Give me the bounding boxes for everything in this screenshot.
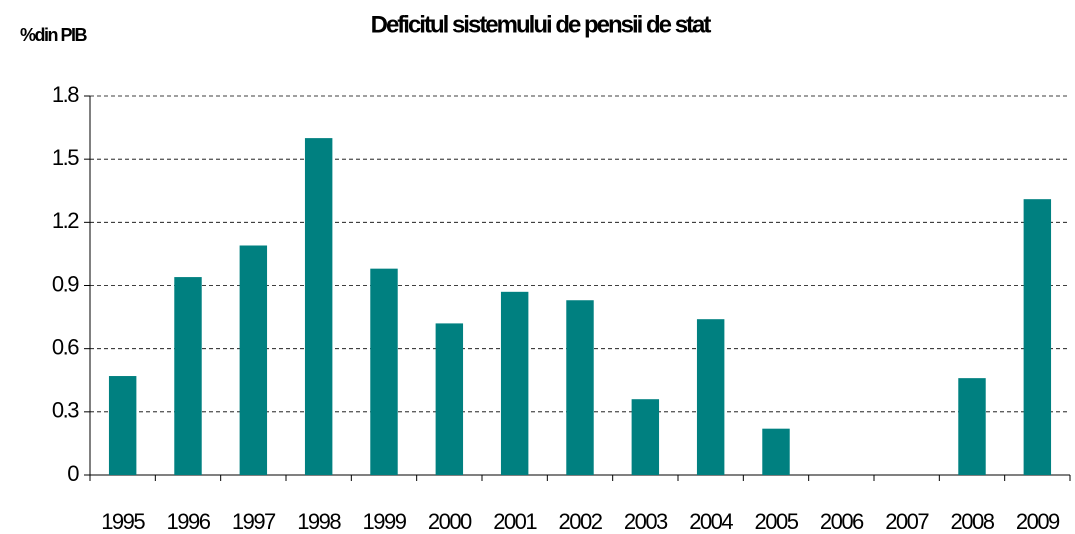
- x-tick-label: 1998: [297, 509, 341, 534]
- y-tick-label: 0: [67, 461, 79, 486]
- x-tick-label: 1997: [232, 509, 276, 534]
- chart-title: Deficitul sistemului de pensii de stat: [371, 11, 712, 38]
- bar: [762, 428, 790, 475]
- x-tick-label: 2009: [1016, 509, 1060, 534]
- x-tick-label: 2002: [559, 509, 603, 534]
- bar: [500, 291, 529, 475]
- x-tick-label: 2000: [428, 509, 472, 534]
- bar: [696, 319, 725, 475]
- y-tick-label: 0.3: [52, 398, 79, 423]
- bar: [370, 268, 398, 475]
- x-tick-label: 2001: [493, 509, 537, 534]
- y-tick-label: 0.9: [52, 271, 79, 296]
- bar: [108, 376, 137, 475]
- bar: [239, 245, 268, 475]
- x-tick-label: 1999: [363, 509, 407, 534]
- bar: [1023, 199, 1052, 475]
- x-tick-label: 2006: [820, 509, 864, 534]
- x-tick-label: 2005: [755, 509, 799, 534]
- bar: [958, 378, 986, 475]
- x-tick-label: 2003: [624, 509, 668, 534]
- bar: [304, 138, 333, 475]
- bar: [435, 323, 464, 475]
- x-tick-label: 2007: [885, 509, 929, 534]
- bar: [174, 277, 202, 475]
- y-axis-label: %din PIB: [20, 25, 88, 45]
- x-tick-label: 1995: [101, 509, 145, 534]
- bar: [631, 399, 660, 475]
- x-tick-label: 1996: [167, 509, 211, 534]
- y-tick-label: 0.6: [52, 334, 79, 359]
- y-tick-label: 1.5: [52, 145, 79, 170]
- y-tick-label: 1.8: [52, 82, 79, 107]
- x-tick-label: 2004: [689, 509, 733, 534]
- y-tick-label: 1.2: [52, 208, 79, 233]
- bar: [566, 300, 594, 475]
- x-tick-label: 2008: [951, 509, 995, 534]
